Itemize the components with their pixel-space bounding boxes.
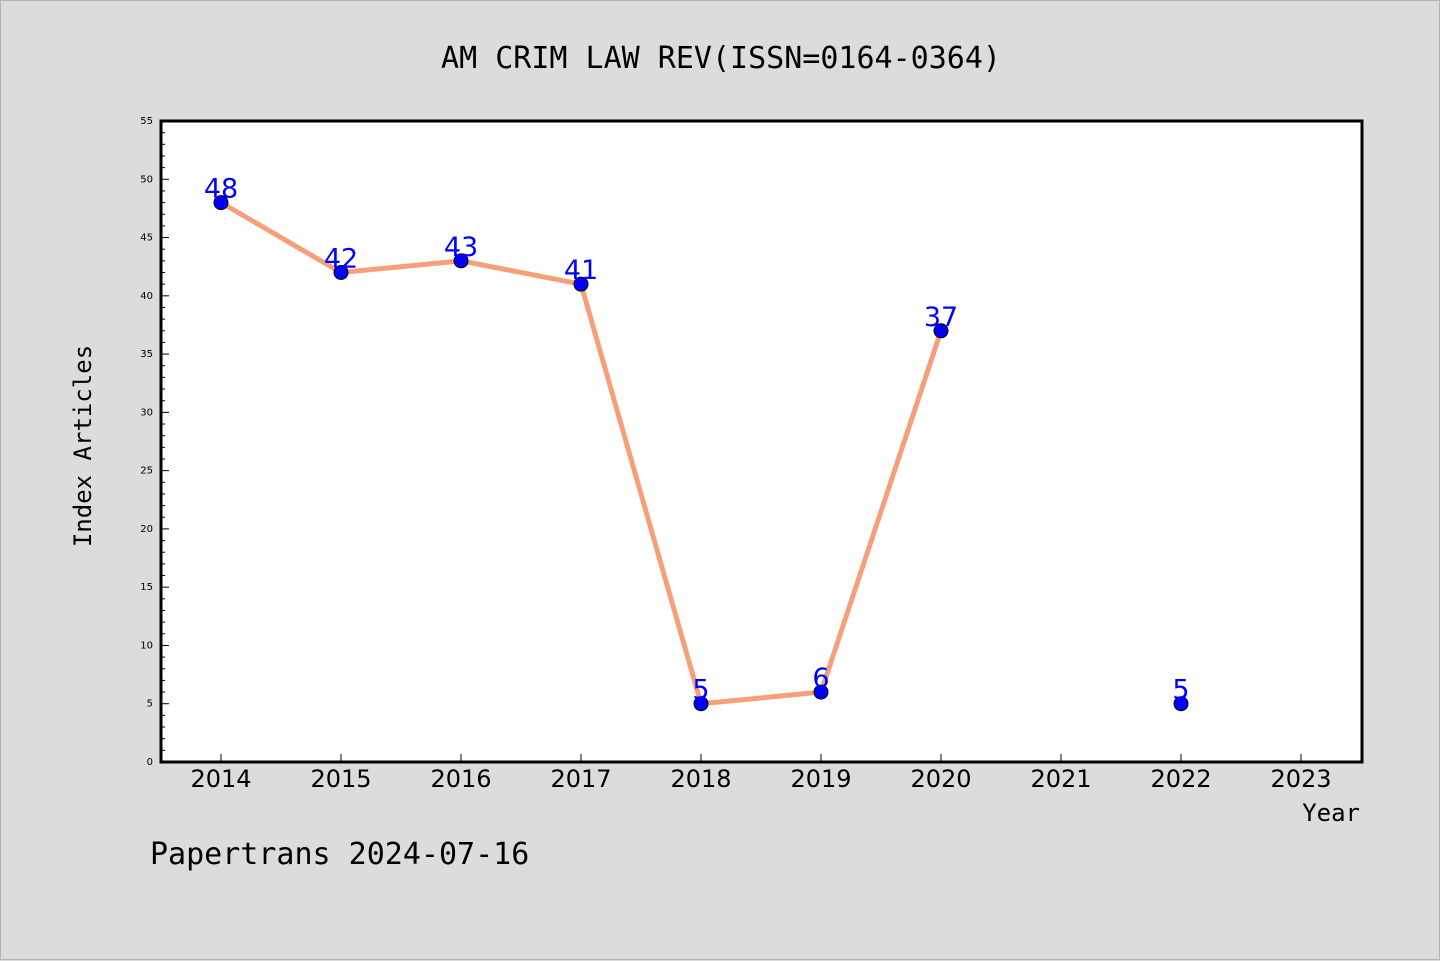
data-point bbox=[813, 684, 829, 700]
x-tick-label: 2015 bbox=[310, 765, 371, 793]
data-label: 37 bbox=[924, 302, 958, 333]
data-point bbox=[693, 696, 709, 712]
data-label: 48 bbox=[204, 174, 238, 205]
y-tick-label: 20 bbox=[140, 524, 153, 535]
data-point bbox=[1173, 696, 1189, 712]
y-tick-label: 35 bbox=[140, 349, 153, 360]
y-tick-label: 40 bbox=[140, 291, 153, 302]
x-tick-label: 2014 bbox=[190, 765, 251, 793]
data-point bbox=[573, 276, 589, 292]
data-label: 5 bbox=[1172, 675, 1189, 706]
y-tick-label: 5 bbox=[147, 699, 153, 710]
x-tick-label: 2021 bbox=[1030, 765, 1091, 793]
x-tick-label: 2023 bbox=[1270, 765, 1331, 793]
data-point bbox=[933, 323, 949, 339]
y-axis: 0 5 10 15 20 25 30 35 40 45 50 55 bbox=[140, 116, 169, 768]
data-label: 6 bbox=[812, 663, 829, 694]
chart-title: AM CRIM LAW REV(ISSN=0164-0364) bbox=[441, 41, 1001, 76]
y-tick-label: 55 bbox=[140, 116, 153, 127]
y-tick-label: 10 bbox=[140, 640, 153, 651]
y-tick-label: 25 bbox=[140, 466, 153, 477]
x-tick-label: 2016 bbox=[430, 765, 491, 793]
x-axis-label: Year bbox=[1302, 799, 1360, 827]
plot-area bbox=[159, 119, 1364, 764]
data-label: 5 bbox=[692, 675, 709, 706]
y-tick-label: 0 bbox=[147, 757, 153, 768]
footer-text: Papertrans 2024-07-16 bbox=[150, 837, 529, 872]
x-tick-label: 2017 bbox=[550, 765, 611, 793]
data-label: 43 bbox=[444, 232, 478, 263]
x-tick-label: 2020 bbox=[910, 765, 971, 793]
x-tick-label: 2018 bbox=[670, 765, 731, 793]
y-tick-label: 30 bbox=[140, 407, 153, 418]
data-point bbox=[213, 195, 229, 211]
data-label: 42 bbox=[324, 244, 358, 275]
y-tick-label: 45 bbox=[140, 233, 153, 244]
x-tick-label: 2022 bbox=[1150, 765, 1211, 793]
y-tick-label: 15 bbox=[140, 582, 153, 593]
series-layer: 48 42 43 41 5 6 37 5 bbox=[204, 174, 1190, 712]
x-tick-label: 2019 bbox=[790, 765, 851, 793]
y-axis-label: Index Articles bbox=[69, 345, 97, 547]
data-point bbox=[453, 253, 469, 269]
x-axis: 2014 2015 2016 2017 2018 2019 2020 2021 2022 2023 bbox=[190, 754, 1332, 793]
y-tick-label: 50 bbox=[140, 174, 153, 185]
data-label: 41 bbox=[564, 255, 598, 286]
data-point bbox=[333, 265, 349, 281]
